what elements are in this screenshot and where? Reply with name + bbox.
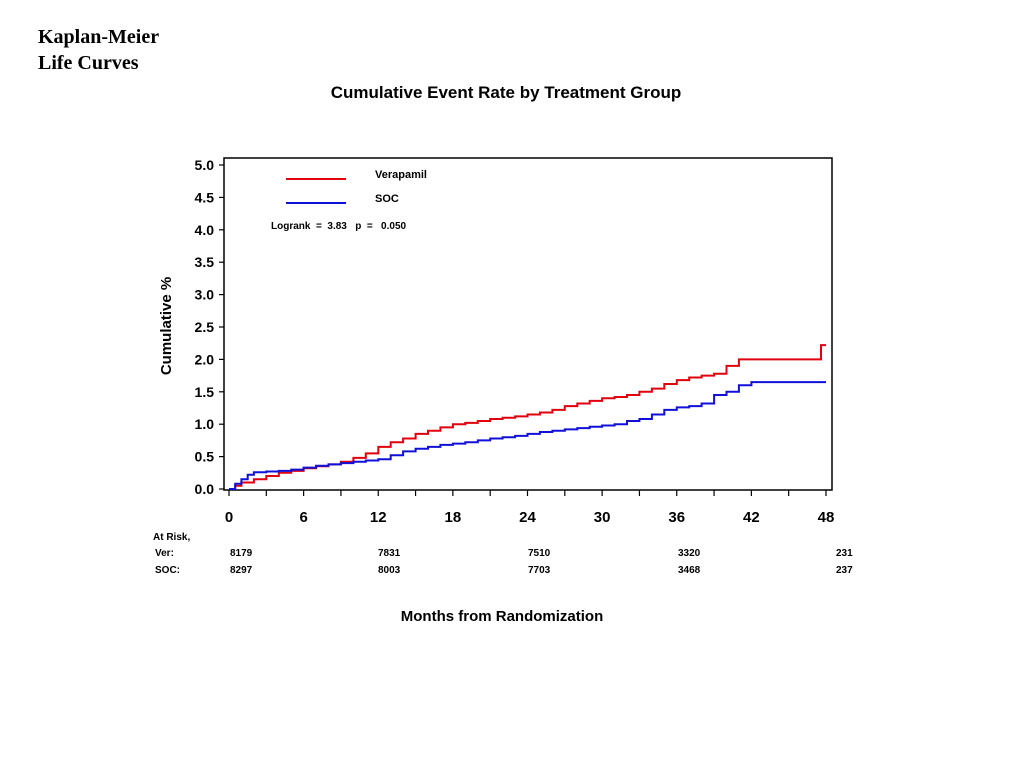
x-tick-label: 12 (370, 509, 387, 526)
at-risk-row-label: SOC: (155, 565, 180, 576)
plot-frame (223, 157, 833, 491)
legend: Verapamil SOC (286, 169, 427, 205)
y-tick-label: 3.5 (195, 254, 215, 270)
at-risk-count: 8297 (230, 565, 253, 576)
x-axis-label: Months from Randomization (401, 608, 604, 625)
x-tick-label: 6 (299, 509, 307, 526)
series-line-verapamil (229, 344, 826, 490)
at-risk-count: 8179 (230, 548, 253, 559)
y-axis-label: Cumulative % (158, 277, 175, 375)
slide-heading-line2: Life Curves (38, 52, 139, 74)
y-tick-label: 4.5 (195, 189, 215, 205)
at-risk-heading: At Risk, (153, 532, 190, 543)
x-tick-label: 42 (743, 509, 760, 526)
at-risk-count: 3320 (678, 548, 701, 559)
x-tick-label: 48 (818, 509, 835, 526)
y-tick-label: 1.5 (195, 384, 215, 400)
x-tick-label: 0 (225, 509, 233, 526)
at-risk-count: 237 (836, 565, 853, 576)
at-risk-row-label: Ver: (155, 548, 174, 559)
series-lines (229, 344, 826, 490)
chart-title: Cumulative Event Rate by Treatment Group (331, 83, 681, 102)
x-axis: 0 6 12 18 24 30 36 42 48 (225, 490, 835, 526)
at-risk-count: 7510 (528, 548, 551, 559)
x-tick-label: 30 (594, 509, 611, 526)
slide-heading: Kaplan-Meier Life Curves (38, 24, 159, 76)
y-tick-label: 2.5 (195, 319, 215, 335)
x-tick-label: 36 (668, 509, 685, 526)
legend-label-soc: SOC (375, 193, 399, 205)
x-tick-label: 24 (519, 509, 536, 526)
y-axis: 0.0 0.5 1.0 1.5 2.0 2.5 3.0 3.5 4.0 4.5 5.0 (195, 157, 224, 497)
legend-label-verapamil: Verapamil (375, 169, 427, 181)
y-tick-label: 2.0 (195, 351, 215, 367)
at-risk-count: 8003 (378, 565, 401, 576)
y-tick-label: 0.0 (195, 481, 215, 497)
x-tick-label: 18 (445, 509, 462, 526)
y-tick-label: 3.0 (195, 287, 215, 303)
series-line-soc (229, 381, 826, 490)
at-risk-table: At Risk, Ver: 8179 7831 7510 3320 231 SOC: 8297 8… (153, 532, 853, 576)
at-risk-count: 7831 (378, 548, 401, 559)
slide-heading-line1: Kaplan-Meier (38, 26, 160, 48)
at-risk-count: 231 (836, 548, 853, 559)
at-risk-count: 7703 (528, 565, 551, 576)
y-tick-label: 5.0 (195, 157, 215, 173)
y-tick-label: 4.0 (195, 222, 215, 238)
at-risk-count: 3468 (678, 565, 701, 576)
y-tick-label: 1.0 (195, 416, 215, 432)
y-tick-label: 0.5 (195, 449, 215, 465)
logrank-annotation: Logrank = 3.83 p = 0.050 (271, 221, 407, 232)
